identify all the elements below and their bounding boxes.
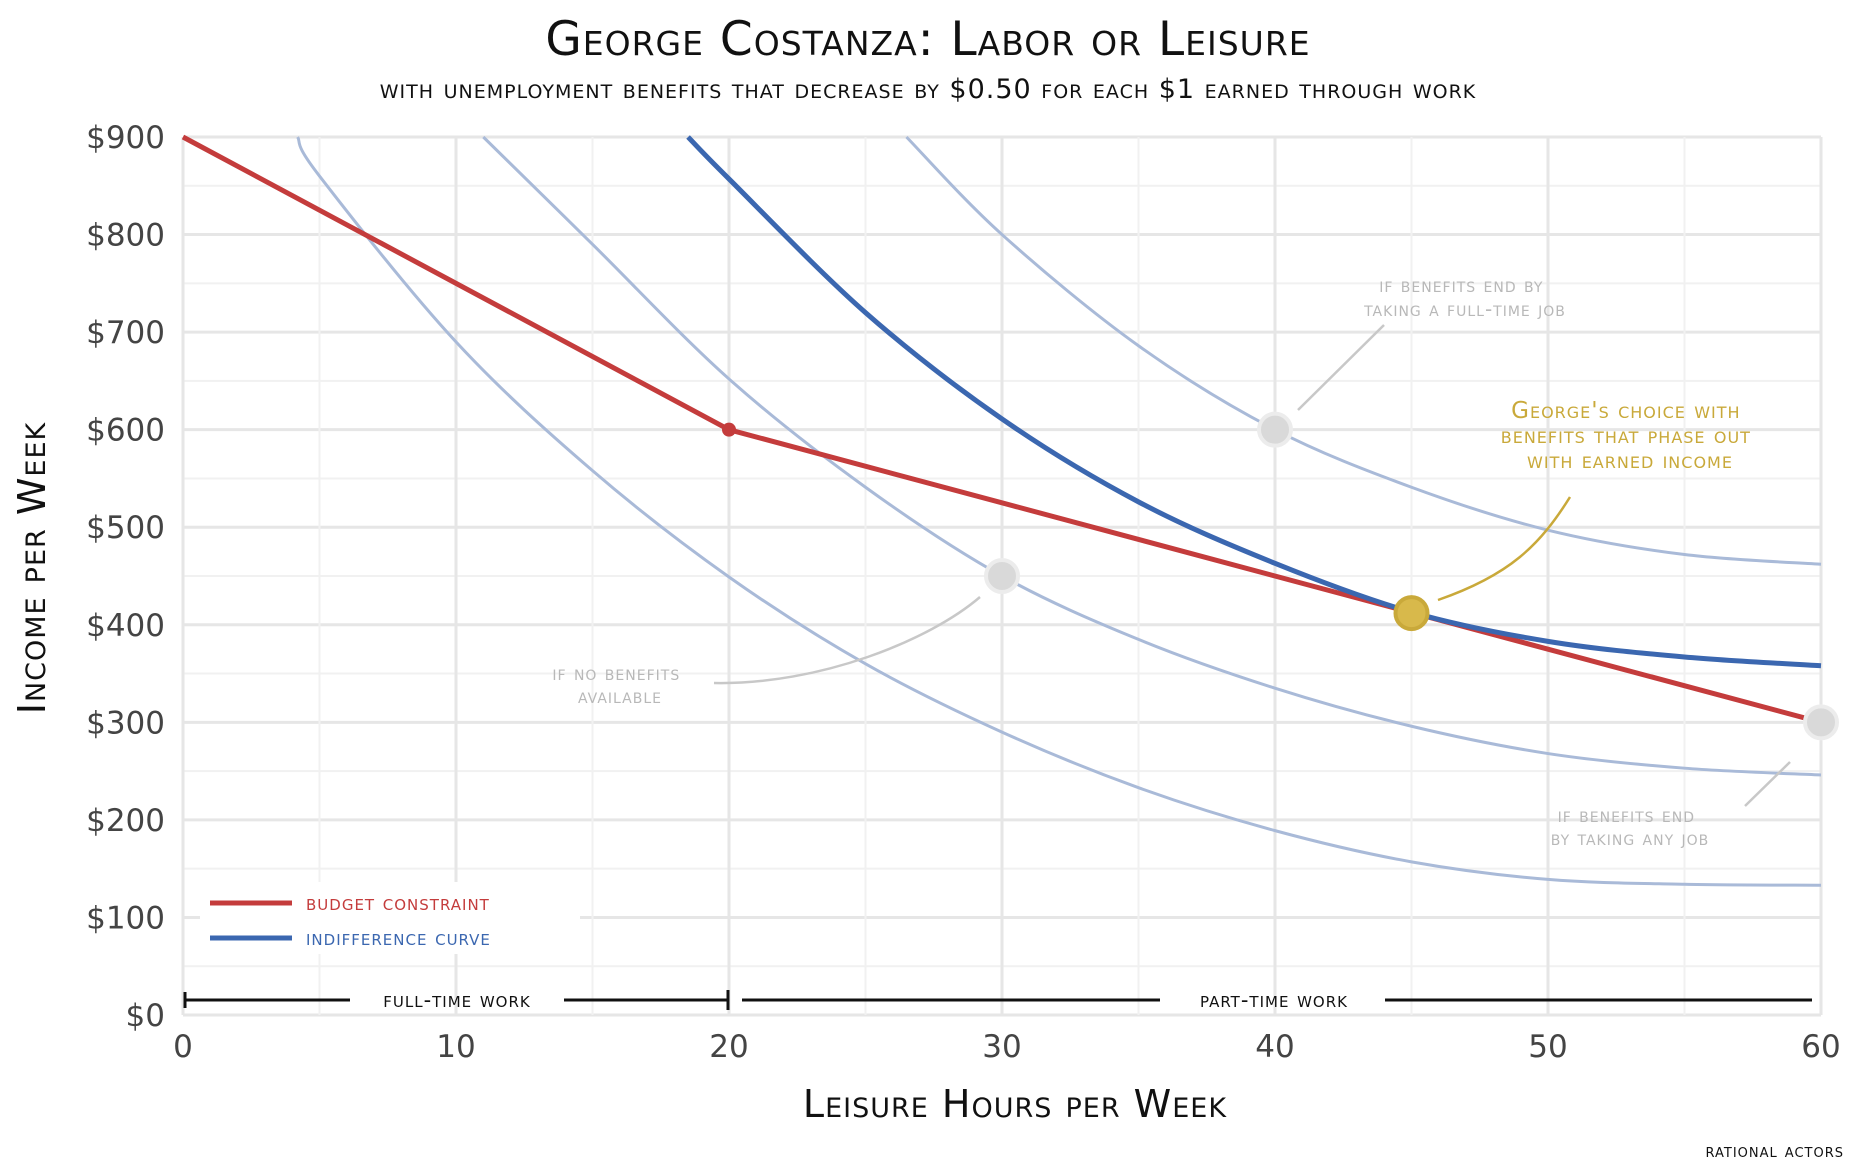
period-label-full-time: full-time work (383, 988, 531, 1012)
legend-label-indifference: indifference curve (306, 926, 491, 950)
tick-labels: $0 $100 $200 $300 $400 $500 $600 $700 $800 $900 0 1… (86, 120, 1841, 1065)
x-tick-label: 60 (1801, 1029, 1840, 1065)
y-tick-label: $600 (86, 413, 165, 449)
annotation-choice: George's choice with benefits that phase… (1501, 398, 1760, 474)
leader-any-job (1744, 761, 1791, 807)
annotation-no-benefits: if no benefits available (552, 661, 687, 708)
grid (181, 135, 1823, 1017)
x-tick-label: 20 (709, 1029, 748, 1065)
x-axis-title: Leisure Hours per Week (803, 1082, 1227, 1126)
x-tick-label: 50 (1528, 1029, 1567, 1065)
period-label-part-time: part-time work (1200, 988, 1348, 1012)
y-tick-label: $700 (86, 315, 165, 351)
chart-title: George Costanza: Labor or Leisure (545, 12, 1311, 67)
y-tick-label: $800 (86, 218, 165, 254)
x-tick-label: 40 (1255, 1029, 1294, 1065)
alternative-point (1257, 411, 1293, 448)
work-periods: full-time work part-time work (183, 988, 1812, 1012)
annotations: if benefits end by taking a full-time jo… (552, 273, 1760, 850)
y-tick-label: $400 (86, 608, 165, 644)
y-tick-label: $900 (86, 120, 165, 156)
leader-full-time (1297, 324, 1385, 411)
x-tick-label: 0 (173, 1029, 193, 1065)
y-tick-label: $200 (86, 803, 165, 839)
indifference-curve-group (686, 135, 1822, 669)
faint-indifference-curve (905, 135, 1822, 566)
leader-no-benefits (713, 596, 981, 685)
points-group (722, 411, 1839, 741)
x-tick-label: 30 (982, 1029, 1021, 1065)
annotation-leaders (713, 324, 1791, 807)
faint-indifference-curve (482, 135, 1822, 777)
y-tick-label: $300 (86, 705, 165, 741)
y-tick-label: $0 (126, 998, 165, 1034)
x-tick-label: 10 (436, 1029, 475, 1065)
legend-background (200, 882, 580, 954)
annotation-full-time: if benefits end by taking a full-time jo… (1363, 273, 1566, 321)
indifference-curve-line (686, 135, 1822, 669)
y-axis-title: Income per Week (10, 421, 54, 714)
annotation-any-job: if benefits end by taking any job (1551, 803, 1710, 850)
choice-point (1393, 595, 1430, 632)
chart-subtitle: with unemployment benefits that decrease… (379, 74, 1477, 105)
leader-choice (1437, 496, 1572, 602)
credit: rational actors (1705, 1140, 1844, 1162)
alternative-point (984, 558, 1020, 594)
legend-label-budget: budget constraint (306, 891, 490, 915)
alternative-point (1803, 704, 1839, 741)
other-indifference-curves (296, 135, 1822, 887)
y-tick-label: $100 (86, 900, 165, 936)
faint-indifference-curve (296, 136, 1822, 887)
legend: budget constraint indifference curve (200, 882, 580, 954)
kink-point (722, 422, 736, 437)
y-tick-label: $500 (86, 510, 165, 546)
